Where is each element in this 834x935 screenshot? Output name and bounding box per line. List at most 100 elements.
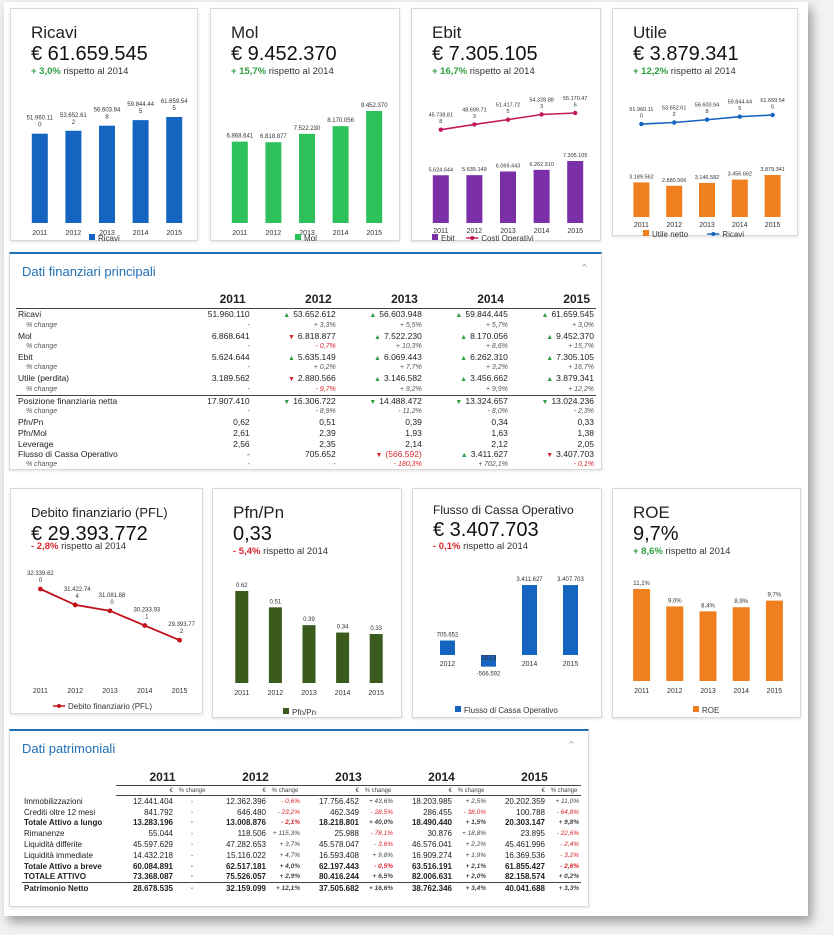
year-header: 2014 xyxy=(395,769,488,786)
pat-subheader-row: €% change €% change €% change €% change €% c… xyxy=(22,785,581,796)
value-cell: 18.218.801 xyxy=(318,818,359,828)
line-point xyxy=(38,586,43,592)
line-point xyxy=(438,127,443,132)
tick-label: 2014 xyxy=(133,230,149,237)
data-label: 59.844.44 xyxy=(127,102,154,108)
data-label: 59.844.44 xyxy=(728,100,752,106)
table-cell: ▼ 13.324.657 xyxy=(423,394,510,407)
cell-value: 3.879.341 xyxy=(556,373,594,384)
value-cell: 62.517.181 xyxy=(225,861,266,871)
data-label: 3.146.582 xyxy=(695,175,719,181)
change-cell: + 11,0% xyxy=(555,797,579,805)
collapse-icon[interactable]: ⌃ xyxy=(579,263,589,275)
kpi-card-ricavi[interactable]: Ricavi € 61.659.545 + 3,0% rispetto al 2… xyxy=(10,8,198,241)
table-cell: + 3,0% xyxy=(510,320,596,331)
data-label: 1 xyxy=(145,615,149,621)
change-cell: + 12,1% xyxy=(268,882,302,895)
table-row: Liquidità differite 45.597.629 - 47.282.653… xyxy=(22,839,581,850)
bar xyxy=(299,133,315,223)
value-cell: 75.526.057 xyxy=(225,872,266,882)
table-cell: 6.868.641 xyxy=(167,330,252,341)
change-cell: - xyxy=(175,882,209,895)
chart-roe: 11,1% 2011 9,0% 2012 8,4% 2013 8,9% 2014 9,7% 201… xyxy=(633,581,783,715)
year-header: 2014 xyxy=(423,290,510,309)
kpi-title: Utile xyxy=(633,23,668,42)
kpi-card-ebit[interactable]: Ebit € 7.305.105 + 16,7% rispetto al 201… xyxy=(411,8,601,241)
value-cell: 47.282.653 xyxy=(225,840,266,850)
row-label: Ricavi xyxy=(18,309,42,320)
table-cell: ▼ 6.818.877 xyxy=(252,330,338,341)
data-label: 31.422.74 xyxy=(64,587,91,593)
kpi-card-mol[interactable]: Mol € 9.452.370 + 15,7% rispetto al 2014… xyxy=(210,8,400,241)
table-cell: ▲ 3.411.627 xyxy=(424,449,510,460)
value-cell: 14.432.218 xyxy=(132,850,173,860)
table-cell: ▲ 6.069.443 xyxy=(338,352,424,363)
table-row: Totale Attivo a lungo 13.283.196 - 13.008.8… xyxy=(22,818,581,829)
trend-up-icon: ▲ xyxy=(460,452,468,460)
pat-header-row: 2011 2012 2013 2014 2015 xyxy=(22,769,581,786)
line-point xyxy=(672,120,677,125)
kpi-card-roe[interactable]: ROE 9,7% + 8,6% rispetto al 2014 11,1% 20… xyxy=(612,488,801,718)
value-cell: 23.895 xyxy=(520,829,545,839)
row-label: Flusso di Cassa Operativo xyxy=(18,449,118,460)
tick-label: 2011 xyxy=(634,688,649,695)
cell-value: 2,05 xyxy=(577,438,594,449)
table-cell: 1,38 xyxy=(510,428,596,439)
subheader-cell: % change xyxy=(268,785,302,796)
table-cell: ▲ 59.844.445 xyxy=(424,309,510,320)
line-point xyxy=(505,117,511,122)
subheader-cell: % change xyxy=(454,785,488,796)
cell-value: 2,39 xyxy=(319,427,336,438)
cell-value: 3.407.703 xyxy=(556,449,594,460)
table-cell: - xyxy=(167,449,252,460)
data-label: 32.339.62 xyxy=(27,571,54,577)
kpi-card-pfnpn[interactable]: Pfn/Pn 0,33 - 5,4% rispetto al 2014 0.62… xyxy=(212,488,402,718)
data-label: 4 xyxy=(76,594,80,600)
legend-label: Ricavi xyxy=(722,230,744,237)
table-cell: ▲ 8.170.056 xyxy=(424,330,510,341)
table-row: % change - + 3,3% + 5,5% + 5,7% + 3,0% xyxy=(16,320,596,331)
trend-up-icon: ▲ xyxy=(369,312,377,320)
change-cell: - 2,1% xyxy=(281,819,300,827)
cell-value: 2,14 xyxy=(405,438,422,449)
table-cell: 2,14 xyxy=(338,438,424,449)
collapse-icon[interactable]: ⌃ xyxy=(566,740,576,752)
value-cell: 16.593.408 xyxy=(318,850,359,860)
year-header: 2015 xyxy=(509,290,596,309)
kpi-card-utile[interactable]: Utile € 3.879.341 + 12,2% rispetto al 20… xyxy=(612,8,798,237)
kpi-card-debito[interactable]: Debito finanziario (PFL) € 29.393.772 - … xyxy=(10,488,203,714)
cell-value: 13.324.657 xyxy=(465,395,508,406)
data-label: 6 xyxy=(574,103,577,109)
table-cell: + 3,2% xyxy=(424,362,510,373)
bar xyxy=(235,591,249,683)
data-label: 51.960.11 xyxy=(629,107,653,113)
kpi-card-flusso[interactable]: Flusso di Cassa Operativo € 3.407.703 - … xyxy=(412,488,602,718)
data-label: 3.411.627 xyxy=(516,577,543,583)
row-label: Posizione finanziaria netta xyxy=(16,394,167,407)
subheader-cell: % change xyxy=(361,785,395,796)
subheader-cell: % change xyxy=(175,785,209,796)
value-cell: 13.008.876 xyxy=(225,818,266,828)
cell-value: 6.262.310 xyxy=(470,352,508,363)
data-label: 3.879.341 xyxy=(760,167,784,173)
change-cell: + 1,5% xyxy=(465,819,486,827)
trend-down-icon: ▼ xyxy=(369,398,377,406)
data-label: 0 xyxy=(110,600,114,606)
header-empty xyxy=(22,769,116,786)
data-label: 6.868.641 xyxy=(226,134,253,140)
cell-value: 3.456.662 xyxy=(470,373,508,384)
table-cell: ▼ 14.488.472 xyxy=(337,394,424,407)
cell-value: + 15,7% xyxy=(568,342,594,350)
cell-value: + 5,5% xyxy=(399,321,422,329)
year-header: 2012 xyxy=(251,290,338,309)
row-label: Totale Attivo a breve xyxy=(24,861,102,871)
value-cell: 12.441.404 xyxy=(132,796,173,806)
tick-label: 2014 xyxy=(732,222,748,229)
cell-value: - 0,7% xyxy=(315,342,336,350)
kpi-title: Pfn/Pn xyxy=(233,503,285,522)
table-cell: - 8,0% xyxy=(424,406,510,417)
bar xyxy=(765,600,783,681)
cell-value: 5.635.149 xyxy=(297,352,336,363)
data-label: 29.393.77 xyxy=(168,622,195,628)
cell-value: + 3,3% xyxy=(313,321,336,329)
